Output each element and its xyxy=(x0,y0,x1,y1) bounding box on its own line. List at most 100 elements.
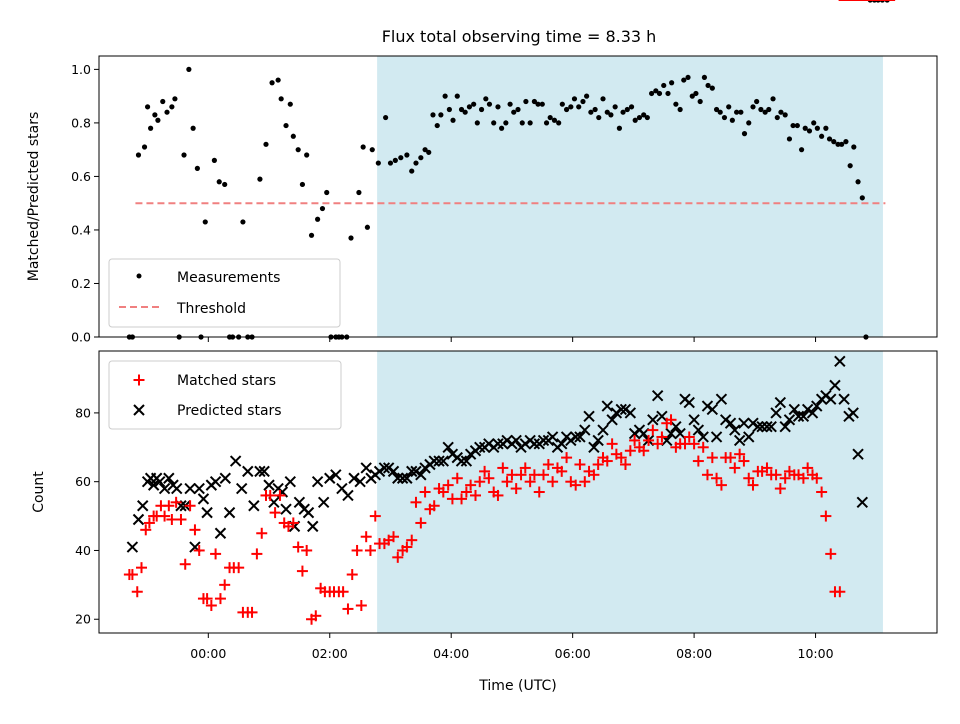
matched-star-point xyxy=(456,493,468,505)
measurement-point xyxy=(478,106,485,113)
measurement-point xyxy=(275,77,281,83)
matched-star-point xyxy=(140,524,152,536)
predicted-star-point xyxy=(556,438,568,450)
measurement-point xyxy=(471,101,477,107)
x-marker-stroke xyxy=(254,465,266,478)
matched-star-point xyxy=(497,462,509,474)
matched-star-point xyxy=(369,510,381,522)
measurement-point xyxy=(360,144,366,150)
x-tick-label: 10:00 xyxy=(798,646,834,661)
predicted-star-point xyxy=(401,472,413,484)
matched-star-point xyxy=(510,483,522,495)
measurement-point xyxy=(641,112,647,118)
predicted-star-point xyxy=(738,417,750,429)
x-marker-stroke xyxy=(302,506,315,519)
measurement-point xyxy=(811,120,817,126)
measurement-point xyxy=(826,136,833,142)
x-marker-stroke xyxy=(406,465,418,478)
matched-star-point xyxy=(479,465,491,477)
x-marker-stroke xyxy=(628,427,641,440)
matched-star-point xyxy=(388,531,400,543)
x-marker-stroke xyxy=(829,379,841,392)
x-marker-stroke xyxy=(856,496,869,509)
matched-star-point xyxy=(816,486,828,498)
x-marker-stroke xyxy=(710,431,723,443)
measurement-point xyxy=(559,101,565,107)
predicted-star-point xyxy=(415,469,427,481)
x-marker-stroke xyxy=(592,434,604,447)
measurement-point xyxy=(413,160,419,166)
predicted-star-point xyxy=(446,448,459,460)
matched-star-point xyxy=(665,414,677,426)
matched-star-point xyxy=(683,431,695,443)
x-marker-stroke xyxy=(258,465,270,478)
x-marker-stroke xyxy=(455,455,468,467)
x-marker-stroke xyxy=(419,462,431,474)
x-marker-stroke xyxy=(248,500,260,512)
predicted-star-point xyxy=(592,434,604,447)
matched-star-point xyxy=(570,479,582,491)
x-marker-stroke xyxy=(738,417,750,429)
predicted-star-point xyxy=(779,420,791,433)
measurement-point xyxy=(556,120,562,126)
x-marker-stroke xyxy=(674,427,686,440)
x-marker-stroke xyxy=(715,393,728,405)
x-marker-stroke xyxy=(263,479,275,491)
predicted-star-point xyxy=(382,462,395,474)
x-marker-stroke xyxy=(280,503,292,515)
matched-star-point xyxy=(561,452,573,464)
x-marker-stroke xyxy=(415,469,427,481)
x-marker-stroke xyxy=(852,448,864,460)
x-marker-stroke xyxy=(354,475,366,488)
predicted-star-point xyxy=(829,379,841,392)
x-marker-stroke xyxy=(184,482,196,495)
matched-star-point xyxy=(743,472,755,484)
measurement-point xyxy=(665,90,671,97)
measurement-point xyxy=(438,112,444,118)
measurement-point xyxy=(474,120,480,126)
measurement-point xyxy=(750,104,756,110)
measurement-point xyxy=(806,128,813,134)
predicted-star-point xyxy=(137,500,149,512)
matched-star-point xyxy=(256,527,268,539)
predicted-star-point xyxy=(820,390,832,402)
measurement-point xyxy=(458,106,465,113)
matched-star-point xyxy=(697,441,709,453)
x-marker-stroke xyxy=(154,475,166,488)
x-marker-stroke xyxy=(701,400,714,412)
measurement-point xyxy=(398,155,404,161)
measurement-point xyxy=(685,74,691,81)
measurement-point xyxy=(369,147,375,153)
x-marker-stroke xyxy=(396,472,409,484)
measurement-point xyxy=(507,101,513,107)
measurement-point xyxy=(616,125,623,131)
predicted-star-point xyxy=(565,434,577,447)
measurement-point xyxy=(746,120,752,126)
legend-x xyxy=(133,404,145,416)
matched-star-point xyxy=(301,544,313,556)
x-marker-stroke xyxy=(382,462,395,474)
measurement-point xyxy=(644,114,650,121)
x-marker-stroke xyxy=(729,424,741,436)
x-marker-stroke xyxy=(761,420,773,433)
top-y-tick-label: 0.0 xyxy=(71,330,91,345)
predicted-star-point xyxy=(317,496,330,509)
x-marker-stroke xyxy=(719,414,732,426)
measurement-point xyxy=(648,90,655,97)
x-marker-stroke xyxy=(158,482,171,495)
measurement-point xyxy=(766,106,772,113)
measurement-point xyxy=(620,109,626,115)
measurement-point xyxy=(257,176,263,182)
matched-star-point xyxy=(542,458,554,470)
measurement-point xyxy=(462,109,468,115)
measurement-point xyxy=(551,117,558,123)
predicted-star-point xyxy=(715,393,728,405)
matched-star-point xyxy=(143,517,155,529)
predicted-star-point xyxy=(387,465,400,478)
matched-star-point xyxy=(442,479,454,491)
measurement-point xyxy=(364,224,371,230)
predicted-star-point xyxy=(254,465,266,478)
measurement-point xyxy=(499,125,505,131)
matched-star-point xyxy=(692,455,704,467)
x-marker-stroke xyxy=(229,455,242,467)
